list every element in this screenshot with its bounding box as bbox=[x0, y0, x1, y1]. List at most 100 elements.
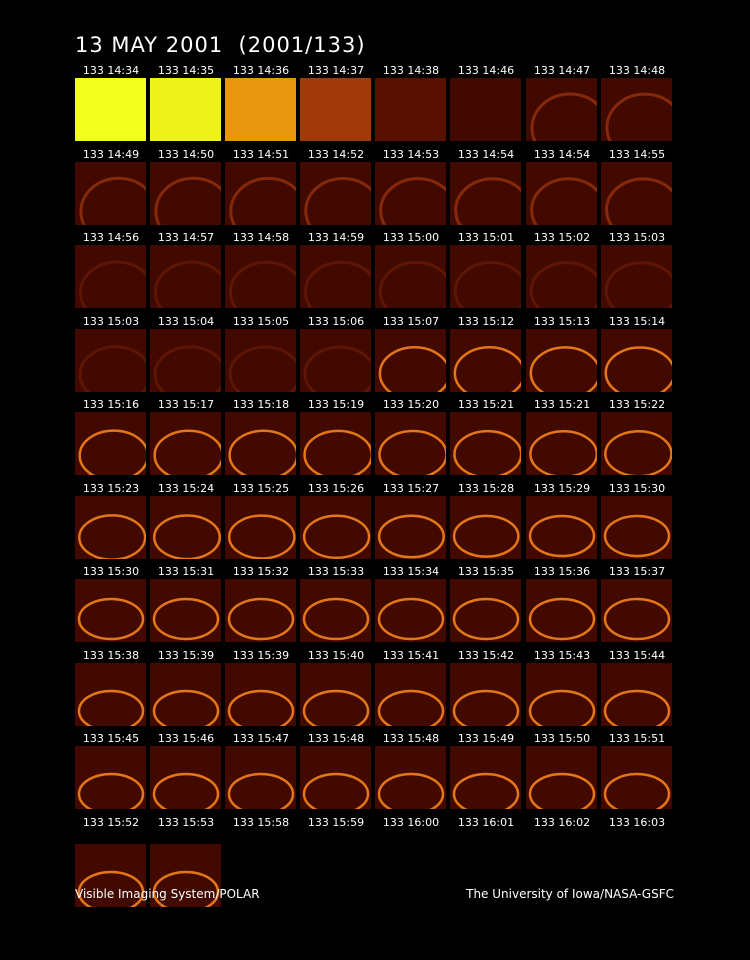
aurora-image bbox=[601, 662, 672, 726]
frame-label: 133 16:01 bbox=[457, 815, 515, 829]
frame-label: 133 15:48 bbox=[307, 732, 365, 745]
aurora-image bbox=[450, 161, 521, 225]
aurora-image bbox=[225, 412, 296, 475]
frame-label: 133 15:51 bbox=[608, 732, 666, 745]
aurora-image bbox=[601, 78, 672, 141]
frame-label: 133 14:54 bbox=[533, 147, 591, 161]
aurora-image bbox=[75, 161, 146, 225]
frame-label: 133 15:19 bbox=[307, 398, 365, 411]
aurora-image bbox=[375, 78, 446, 141]
frame-label: 133 15:30 bbox=[82, 565, 140, 578]
footer-left: Visible Imaging System/POLAR bbox=[75, 887, 260, 901]
frame-label: 133 15:00 bbox=[382, 231, 440, 244]
aurora-image bbox=[150, 746, 221, 809]
aurora-image bbox=[300, 161, 371, 225]
aurora-image bbox=[601, 161, 672, 225]
frame-label: 133 15:52 bbox=[82, 815, 140, 829]
aurora-image bbox=[450, 412, 521, 475]
aurora-image bbox=[225, 78, 296, 141]
title: 13 MAY 2001 (2001/133) bbox=[75, 33, 366, 57]
aurora-image bbox=[450, 495, 521, 559]
aurora-image bbox=[225, 245, 296, 308]
frame-label: 133 14:49 bbox=[82, 147, 140, 161]
aurora-image bbox=[601, 746, 672, 809]
frame-label: 133 15:46 bbox=[157, 732, 215, 745]
frame-label: 133 15:35 bbox=[457, 565, 515, 578]
frame-label: 133 15:03 bbox=[608, 231, 666, 244]
aurora-image bbox=[150, 328, 221, 392]
aurora-image bbox=[450, 245, 521, 308]
frame-label: 133 15:58 bbox=[232, 815, 290, 829]
frame-label: 133 14:51 bbox=[232, 147, 290, 161]
frame-label: 133 15:29 bbox=[533, 481, 591, 495]
frame-label: 133 15:17 bbox=[157, 398, 215, 411]
frame-label: 133 14:48 bbox=[608, 64, 666, 77]
aurora-image bbox=[225, 495, 296, 559]
aurora-image bbox=[526, 245, 597, 308]
frame-label: 133 15:40 bbox=[307, 648, 365, 662]
frame-label: 133 14:36 bbox=[232, 64, 290, 77]
frame-label: 133 14:55 bbox=[608, 147, 666, 161]
aurora-image bbox=[225, 328, 296, 392]
aurora-image bbox=[300, 78, 371, 141]
frame-label: 133 15:07 bbox=[382, 314, 440, 328]
frame-label: 133 15:18 bbox=[232, 398, 290, 411]
frame-label: 133 15:06 bbox=[307, 314, 365, 328]
frame-label: 133 15:03 bbox=[82, 314, 140, 328]
aurora-image bbox=[300, 328, 371, 392]
aurora-image bbox=[75, 746, 146, 809]
frame-label: 133 14:56 bbox=[82, 231, 140, 244]
frame-label: 133 14:46 bbox=[457, 64, 515, 77]
aurora-image bbox=[300, 245, 371, 308]
aurora-image bbox=[375, 328, 446, 392]
frame-label: 133 16:02 bbox=[533, 815, 591, 829]
aurora-image bbox=[526, 412, 597, 475]
frame-label: 133 15:05 bbox=[232, 314, 290, 328]
frame-label: 133 15:38 bbox=[82, 648, 140, 662]
aurora-image bbox=[225, 662, 296, 726]
aurora-image bbox=[75, 579, 146, 642]
aurora-image bbox=[450, 746, 521, 809]
footer-right: The University of Iowa/NASA-GSFC bbox=[466, 887, 674, 901]
frame-label: 133 14:38 bbox=[382, 64, 440, 77]
aurora-image bbox=[150, 161, 221, 225]
aurora-image bbox=[526, 328, 597, 392]
frame-label: 133 16:03 bbox=[608, 815, 666, 829]
frame-label: 133 14:34 bbox=[82, 64, 140, 77]
frame-label: 133 15:21 bbox=[457, 398, 515, 411]
frame-label: 133 15:12 bbox=[457, 314, 515, 328]
frame-label: 133 15:20 bbox=[382, 398, 440, 411]
frame-label: 133 14:47 bbox=[533, 64, 591, 77]
frame-label: 133 15:39 bbox=[157, 648, 215, 662]
aurora-image bbox=[300, 579, 371, 642]
frame-label: 133 14:57 bbox=[157, 231, 215, 244]
frame-label: 133 15:25 bbox=[232, 481, 290, 495]
aurora-image bbox=[150, 579, 221, 642]
aurora-image bbox=[526, 746, 597, 809]
aurora-image bbox=[300, 412, 371, 475]
aurora-image bbox=[225, 161, 296, 225]
aurora-image bbox=[601, 245, 672, 308]
frame-label: 133 15:26 bbox=[307, 481, 365, 495]
aurora-image bbox=[375, 579, 446, 642]
aurora-image bbox=[75, 662, 146, 726]
aurora-image bbox=[526, 579, 597, 642]
aurora-image bbox=[150, 245, 221, 308]
frame-label: 133 14:50 bbox=[157, 147, 215, 161]
aurora-image bbox=[601, 495, 672, 559]
aurora-image bbox=[150, 412, 221, 475]
frame-label: 133 15:49 bbox=[457, 732, 515, 745]
frame-label: 133 14:59 bbox=[307, 231, 365, 244]
aurora-image bbox=[375, 245, 446, 308]
frame-label: 133 15:42 bbox=[457, 648, 515, 662]
aurora-image bbox=[75, 844, 146, 907]
aurora-image bbox=[450, 579, 521, 642]
aurora-image bbox=[75, 495, 146, 559]
aurora-image bbox=[75, 245, 146, 308]
frame-label: 133 14:35 bbox=[157, 64, 215, 77]
aurora-image bbox=[526, 662, 597, 726]
aurora-image bbox=[150, 78, 221, 141]
aurora-image bbox=[375, 746, 446, 809]
aurora-image bbox=[225, 579, 296, 642]
